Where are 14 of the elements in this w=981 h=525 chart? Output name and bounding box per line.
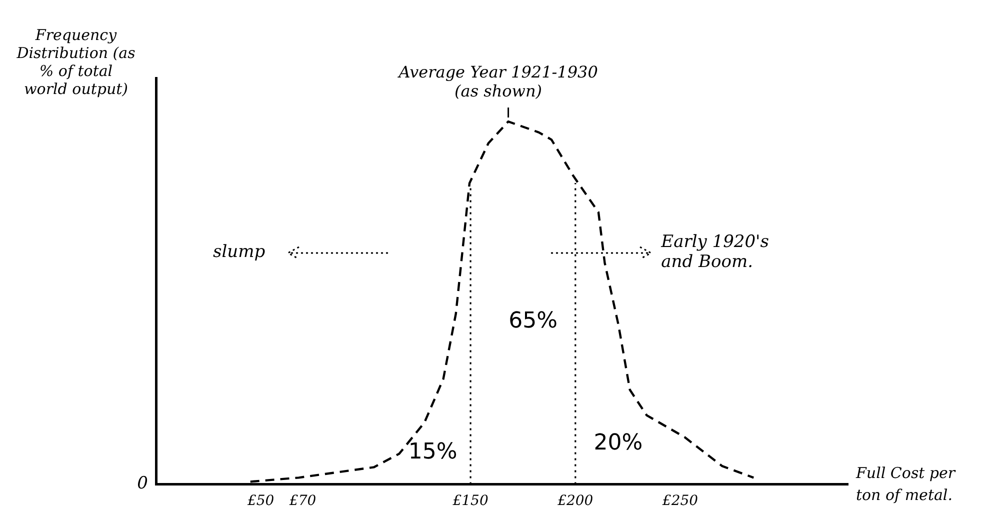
- annotation: slump: [212, 242, 266, 262]
- annotation: 15%: [408, 440, 458, 465]
- x-tick-label: £150: [452, 493, 488, 510]
- annotation: 20%: [594, 430, 643, 456]
- x-axis-title: Full Cost per ton of metal.: [856, 463, 957, 506]
- y-axis-title: Frequency Distribution (as % of total world output): [16, 26, 136, 98]
- x-tick-label: £70: [288, 493, 316, 510]
- annotation: Early 1920's and Boom.: [660, 232, 770, 272]
- text: 0: [137, 474, 148, 494]
- x-tick-label: £50: [246, 493, 274, 510]
- x-tick-label: £200: [556, 493, 594, 510]
- annotation: Average Year 1921-1930 (as shown): [396, 62, 598, 101]
- x-tick-label: £250: [661, 493, 698, 510]
- annotation: 65%: [508, 308, 558, 334]
